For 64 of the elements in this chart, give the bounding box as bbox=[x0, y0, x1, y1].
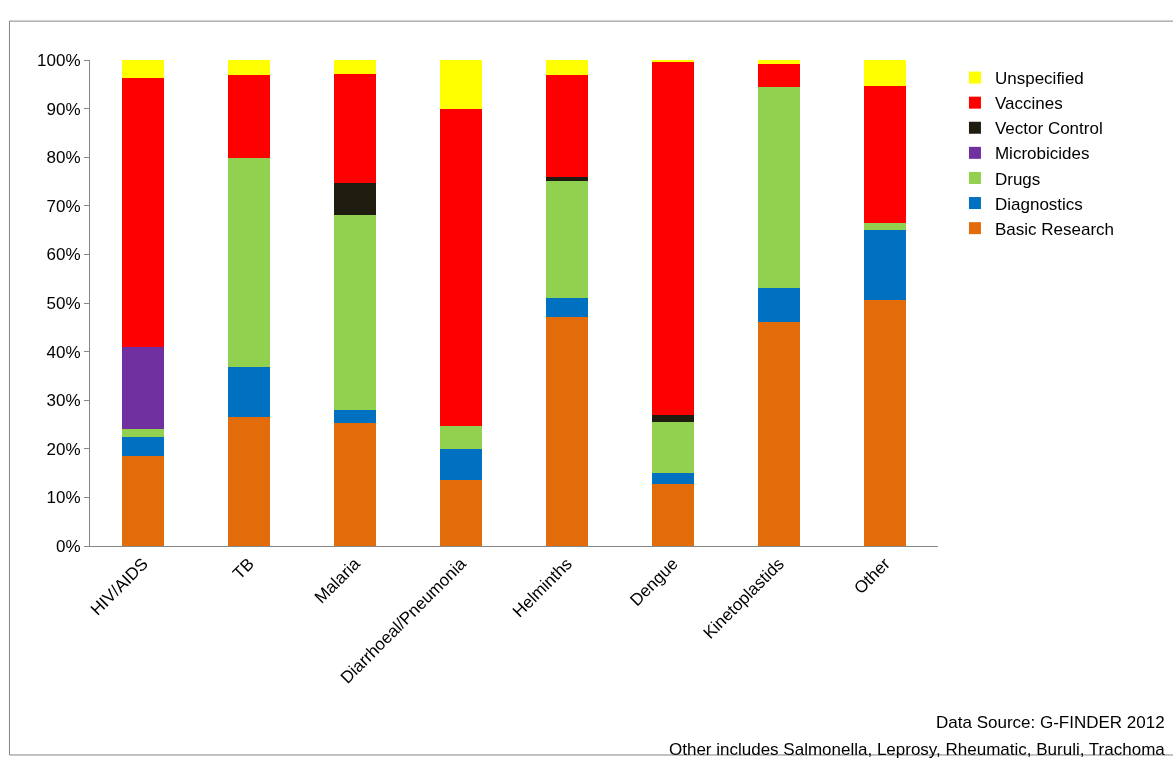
bar bbox=[863, 300, 907, 546]
bar bbox=[757, 63, 801, 87]
bar bbox=[651, 421, 695, 474]
bar bbox=[227, 158, 271, 368]
y-tick-label: 20% bbox=[46, 439, 81, 459]
bar bbox=[757, 60, 801, 64]
bar bbox=[333, 214, 377, 411]
bar bbox=[545, 60, 589, 76]
text: Other includes Salmonella, Leprosy, Rheumatic, Buruli, Trachoma bbox=[669, 740, 1166, 759]
y-tick-label: 90% bbox=[46, 99, 81, 119]
legend-label: Diagnostics bbox=[994, 194, 1083, 214]
bar bbox=[121, 429, 165, 438]
bar bbox=[333, 410, 377, 424]
bar bbox=[863, 85, 907, 223]
bar bbox=[121, 77, 165, 347]
y-tick-label: 60% bbox=[46, 245, 81, 265]
legend-label: Unspecified bbox=[994, 69, 1084, 89]
y-tick-label: 40% bbox=[46, 342, 81, 362]
bar bbox=[439, 60, 483, 110]
bar bbox=[757, 321, 801, 546]
legend-label: Drugs bbox=[994, 169, 1041, 189]
bar bbox=[121, 346, 165, 430]
bar bbox=[333, 60, 377, 74]
bar bbox=[757, 287, 801, 322]
bar bbox=[333, 183, 377, 215]
bar bbox=[863, 60, 907, 86]
y-tick-label: 70% bbox=[46, 196, 81, 216]
bar bbox=[439, 426, 483, 449]
y-tick-label: 0% bbox=[56, 536, 81, 556]
legend-label: Basic Research bbox=[994, 219, 1115, 239]
bar bbox=[757, 86, 801, 288]
bar bbox=[651, 61, 695, 416]
y-tick-label: 10% bbox=[46, 488, 81, 508]
y-tick-label: 100% bbox=[37, 50, 81, 70]
bar bbox=[227, 416, 271, 546]
bar bbox=[863, 230, 907, 301]
y-tick-label: 50% bbox=[46, 293, 81, 313]
bar bbox=[333, 73, 377, 184]
bar bbox=[545, 316, 589, 546]
y-tick-label: 80% bbox=[46, 148, 81, 168]
bar bbox=[651, 415, 695, 422]
bar bbox=[121, 437, 165, 456]
bar bbox=[439, 109, 483, 427]
bar bbox=[545, 180, 589, 299]
legend-label: Vector Control bbox=[994, 119, 1103, 139]
bar bbox=[863, 222, 907, 231]
source-note: Data Source: G-FINDER 2012 bbox=[936, 713, 1165, 732]
legend-label: Microbicides bbox=[994, 144, 1090, 164]
y-tick-label: 30% bbox=[46, 391, 81, 411]
bar bbox=[121, 60, 165, 78]
bar bbox=[439, 448, 483, 481]
bar bbox=[227, 60, 271, 75]
bar bbox=[545, 177, 589, 181]
bar bbox=[651, 484, 695, 546]
bar bbox=[545, 75, 589, 178]
legend-label: Vaccines bbox=[994, 94, 1063, 114]
bar bbox=[439, 480, 483, 546]
bar bbox=[333, 423, 377, 546]
bar bbox=[651, 473, 695, 485]
x-tick-label: TB bbox=[229, 554, 258, 584]
bar bbox=[545, 298, 589, 317]
bar bbox=[227, 74, 271, 159]
bar bbox=[227, 367, 271, 417]
bar bbox=[121, 455, 165, 546]
